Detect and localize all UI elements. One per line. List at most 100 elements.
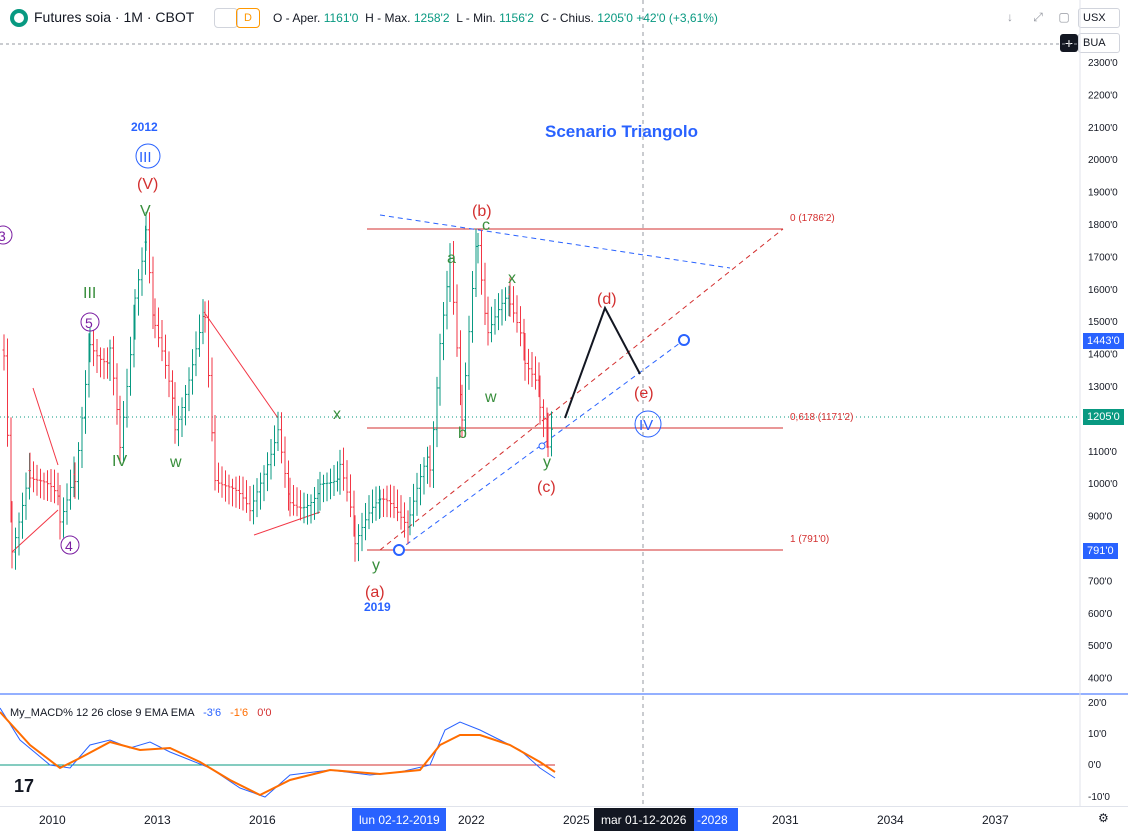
trendline-anchor-mid[interactable]: [538, 442, 546, 450]
time-axis[interactable]: 2010 2013 2016 lun 02-12-2019 2022 2025 …: [0, 806, 1128, 832]
price-tag-target: 1443'0: [1083, 333, 1124, 349]
triangle-upper-trendline[interactable]: [379, 214, 731, 269]
price-axis-label: 2300'0: [1088, 58, 1118, 69]
wave-4-circle: [60, 535, 80, 555]
price-axis-label: 1100'0: [1088, 447, 1117, 458]
price-axis-label: 1000'0: [1088, 479, 1118, 490]
price-bars[interactable]: [2, 211, 554, 570]
time-2022: 2022: [458, 813, 485, 827]
time-2016: 2016: [249, 813, 276, 827]
wave-a-green-label: a: [447, 250, 456, 267]
settings-gear-icon[interactable]: ⚙: [1098, 811, 1109, 825]
fib-0-label: 0 (1786'2): [790, 213, 835, 224]
wave-4-label: 4: [65, 538, 73, 554]
symbol-title[interactable]: Futures soia · 1M · CBOT: [34, 9, 195, 25]
currency-select[interactable]: USX: [1078, 8, 1120, 28]
wave-y2-label: y: [543, 454, 551, 471]
time-cursor-left-bg: [352, 808, 446, 831]
wave-w2-label: w: [484, 389, 497, 406]
wave-d-red-label: (d): [597, 291, 617, 308]
wave-x1-label: x: [333, 406, 341, 423]
wave-x2-label: x: [508, 270, 516, 287]
wave-5-circle: [80, 312, 100, 332]
time-range-end: -2028: [697, 813, 728, 827]
price-axis-label: 600'0: [1088, 609, 1113, 620]
compare-icon[interactable]: [214, 8, 238, 28]
year-2012-label: 2012: [131, 120, 158, 134]
drawing-line-2[interactable]: [32, 387, 59, 466]
price-axis-label: 1700'0: [1088, 252, 1118, 263]
time-2031: 2031: [772, 813, 799, 827]
price-axis-label: 500'0: [1088, 641, 1113, 652]
time-2013: 2013: [144, 813, 171, 827]
snapshot-icon[interactable]: ▢: [1058, 10, 1070, 24]
time-2025: 2025: [563, 813, 590, 827]
macd-legend: My_MACD% 12 26 close 9 EMA EMA -3'6 -1'6…: [10, 707, 272, 719]
wave-b-green-label: b: [458, 425, 467, 442]
price-axis-label: 400'0: [1088, 674, 1113, 685]
price-tag-low: 791'0: [1083, 543, 1118, 559]
time-2037: 2037: [982, 813, 1009, 827]
delay-badge[interactable]: D: [236, 8, 260, 28]
fib-1-label: 1 (791'0): [790, 534, 829, 545]
time-range-end-bg: [694, 808, 738, 831]
macd-axis-label: 10'0: [1088, 729, 1107, 740]
price-axis-label: 1600'0: [1088, 285, 1118, 296]
price-axis-label: 1300'0: [1088, 382, 1118, 393]
wave-c-green-label: c: [482, 217, 490, 234]
red-diagonal-line[interactable]: [379, 228, 784, 551]
wave-V-red-label: (V): [137, 176, 158, 193]
price-axis[interactable]: 2300'0 2200'0 2100'0 2000'0 1900'0 1800'0 1700…: [1088, 58, 1118, 685]
arrow-down-icon[interactable]: ↓: [1007, 10, 1013, 24]
price-axis-label: 1400'0: [1088, 350, 1118, 361]
wave-w1-label: w: [169, 454, 182, 471]
macd-signal-line: [0, 711, 556, 797]
trendline-anchor-start[interactable]: [393, 544, 405, 556]
wave-3-circle: [0, 225, 13, 245]
time-2034: 2034: [877, 813, 904, 827]
ohlc-values: O - Aper. 1161'0 H - Max. 1258'2 L - Min…: [273, 11, 718, 25]
drawing-line-3[interactable]: [203, 311, 279, 419]
wave-e-red-label: (e): [634, 385, 654, 402]
price-tag-current: 1205'0: [1083, 409, 1124, 425]
wave-5-label: 5: [85, 315, 93, 331]
tradingview-logo: 17: [14, 776, 35, 796]
scenario-title[interactable]: Scenario Triangolo: [545, 122, 698, 141]
wave-III-green-label: III: [83, 285, 96, 302]
trendline-anchor-end[interactable]: [678, 334, 690, 346]
projection-path[interactable]: [564, 305, 641, 419]
price-axis-label: 1800'0: [1088, 220, 1118, 231]
wave-IV-blue-label: IV: [639, 417, 653, 434]
wave-III-circle: [135, 143, 161, 169]
chart-header: Futures soia · 1M · CBOT D O - Aper. 116…: [0, 0, 1080, 34]
wave-III-label: III: [139, 149, 152, 166]
wave-IV-green-label: IV: [112, 453, 127, 470]
wave-a-red-label: (a): [365, 584, 385, 601]
fullscreen-icon[interactable]: ⤢: [1033, 10, 1043, 24]
time-cursor-right: mar 01-12-2026: [601, 813, 687, 827]
macd-axis-label: -10'0: [1088, 792, 1110, 803]
wave-IV-blue-circle: [634, 410, 662, 438]
fib-618-label: 0,618 (1171'2): [790, 412, 853, 423]
exchange-logo-icon: [10, 9, 28, 27]
wave-3-label: 3: [0, 228, 6, 244]
time-2010: 2010: [39, 813, 66, 827]
macd-line: [0, 707, 556, 798]
drawing-line-4[interactable]: [253, 511, 321, 536]
macd-axis-label: 20'0: [1088, 698, 1107, 709]
drawing-line-1[interactable]: [11, 509, 59, 553]
price-axis-label: 2000'0: [1088, 155, 1118, 166]
price-axis-label: 700'0: [1088, 576, 1113, 587]
add-alert-plus-icon[interactable]: +: [1060, 34, 1078, 52]
wave-b-red-label: (b): [472, 203, 492, 220]
macd-axis[interactable]: 20'0 10'0 0'0 -10'0: [1088, 698, 1110, 803]
price-axis-label: 900'0: [1088, 512, 1113, 523]
time-cursor-right-bg: [594, 808, 694, 831]
price-axis-label: 1900'0: [1088, 188, 1118, 199]
price-axis-label: 1500'0: [1088, 317, 1118, 328]
wave-c-red-label: (c): [537, 479, 556, 496]
wave-V-green-label: V: [140, 203, 151, 220]
unit-select[interactable]: BUA: [1078, 33, 1120, 53]
price-axis-label: 2100'0: [1088, 123, 1118, 134]
